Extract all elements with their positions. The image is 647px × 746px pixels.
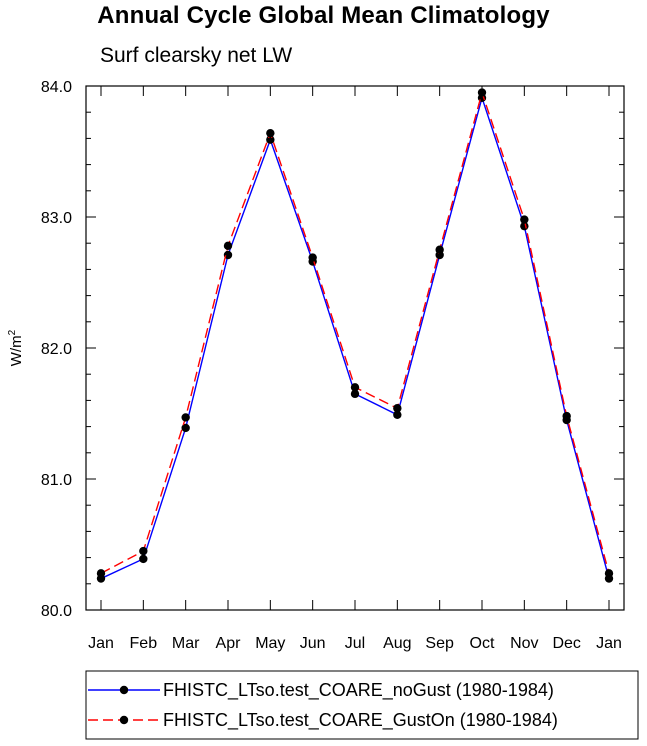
- legend-entry-1: FHISTC_LTso.test_COARE_noGust (1980-1984…: [163, 680, 554, 701]
- data-point: [520, 215, 529, 224]
- data-point: [139, 554, 148, 564]
- x-tick-label: Mar: [172, 635, 200, 652]
- data-point: [308, 253, 317, 262]
- legend-marker-2: [119, 715, 129, 725]
- data-point: [435, 245, 444, 254]
- x-tick-label: Feb: [130, 635, 158, 652]
- legend-box: [85, 670, 639, 740]
- chart-subtitle: Surf clearsky net LW: [100, 44, 293, 67]
- data-point: [393, 410, 402, 420]
- x-tick-label: Nov: [510, 635, 538, 652]
- x-tick-label: Jul: [345, 635, 365, 652]
- data-point: [139, 546, 148, 556]
- data-point: [477, 88, 487, 97]
- data-point: [223, 241, 233, 251]
- x-tick-label: Sep: [425, 635, 454, 652]
- chart-title: Annual Cycle Global Mean Climatology: [97, 2, 550, 29]
- legend-entry-2: FHISTC_LTso.test_COARE_GustOn (1980-1984…: [163, 710, 558, 731]
- data-point: [96, 569, 106, 578]
- data-point: [266, 128, 275, 138]
- x-tick-label: Aug: [383, 635, 411, 652]
- legend-marker-1: [119, 685, 129, 695]
- y-axis-label: W/m2: [7, 329, 25, 366]
- y-tick-label: 82.0: [41, 341, 72, 358]
- y-tick-label: 84.0: [41, 79, 72, 96]
- series-line: [100, 95, 610, 580]
- y-tick-label: 80.0: [41, 603, 72, 620]
- svg-text:W/m2: W/m2: [7, 329, 25, 366]
- axes: 80.0 81.0 82.0 83.0 84.0 Jan Feb Mar Apr May Jun Ju…: [41, 79, 625, 652]
- x-tick-label: Oct: [470, 635, 495, 652]
- data-point: [604, 569, 614, 578]
- plot-frame: [85, 85, 625, 611]
- data-point: [350, 389, 360, 399]
- y-tick-label: 83.0: [41, 210, 72, 227]
- y-tick-label: 81.0: [41, 472, 72, 489]
- legend: FHISTC_LTso.test_COARE_noGust (1980-1984…: [85, 670, 639, 740]
- y-axis-label-text: W/m: [8, 335, 25, 366]
- y-axis-label-superscript: 2: [7, 329, 18, 335]
- series-layer: [96, 88, 614, 583]
- x-tick-label: Jun: [300, 635, 326, 652]
- data-point: [181, 423, 190, 433]
- x-tick-label: Dec: [552, 635, 580, 652]
- data-point: [562, 411, 571, 421]
- x-tick-label: May: [255, 635, 285, 652]
- series-1: [96, 93, 614, 583]
- data-point: [181, 413, 190, 422]
- series-line: [100, 90, 610, 574]
- x-tick-label: Jan: [88, 635, 114, 652]
- series-2: [96, 88, 614, 578]
- x-tick-label: Apr: [216, 635, 242, 652]
- data-point: [350, 383, 360, 392]
- x-tick-label: Jan: [596, 635, 622, 652]
- data-point: [393, 404, 402, 413]
